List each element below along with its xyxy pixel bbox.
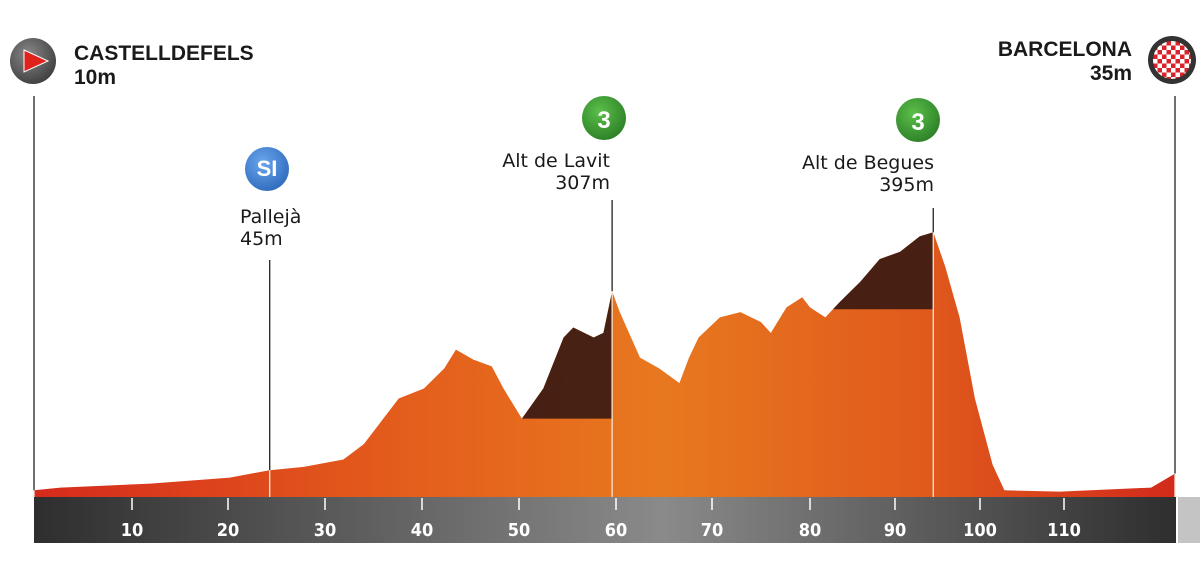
axis-tick-label: 20 — [217, 520, 240, 541]
climb-badge-text: 3 — [597, 107, 611, 134]
climb-category-badge: 3 — [582, 96, 626, 140]
axis-end-block — [1178, 497, 1200, 543]
sprint-badge: SI — [245, 147, 289, 191]
climb-elevation: 395m — [879, 174, 934, 196]
sprint-label: Pallejà 45m — [240, 206, 301, 250]
climb-category-badge: 3 — [896, 98, 940, 142]
climb-name: Alt de Begues — [802, 152, 934, 174]
axis-tick-label: 110 — [1047, 520, 1081, 541]
finish-name: BARCELONA — [997, 38, 1132, 61]
climb-name: Alt de Lavit — [502, 150, 610, 172]
axis-tick-label: 100 — [963, 520, 997, 541]
axis-tick-label: 80 — [799, 520, 822, 541]
distance-axis-bar — [34, 497, 1176, 543]
climb-section-shading — [833, 232, 934, 310]
axis-tick-label: 50 — [508, 520, 531, 541]
sprint-elevation: 45m — [240, 228, 283, 250]
climb-badge-text: 3 — [911, 109, 925, 136]
finish-elevation: 35m — [1089, 62, 1132, 85]
axis-tick-label: 70 — [701, 520, 724, 541]
climb-section-shading — [521, 291, 613, 419]
finish-label: BARCELONA 35m — [998, 38, 1132, 86]
sprint-name: Pallejà — [240, 206, 302, 228]
axis-tick-label: 40 — [411, 520, 434, 541]
start-label: CASTELLDEFELS 10m — [74, 42, 254, 90]
axis-tick-label: 10 — [121, 520, 144, 541]
sprint-badge-text: SI — [256, 156, 278, 181]
axis-tick-label: 60 — [605, 520, 628, 541]
axis-tick-label: 90 — [884, 520, 907, 541]
axis-tick-label: 30 — [314, 520, 337, 541]
start-name: CASTELLDEFELS — [74, 42, 254, 65]
climb-label-lavit: Alt de Lavit 307m — [502, 150, 610, 194]
checkered-flag-icon — [1148, 36, 1196, 84]
climb-label-begues: Alt de Begues 395m — [802, 152, 934, 196]
start-elevation: 10m — [74, 66, 117, 89]
start-flag-icon — [10, 38, 56, 84]
climb-elevation: 307m — [555, 172, 610, 194]
